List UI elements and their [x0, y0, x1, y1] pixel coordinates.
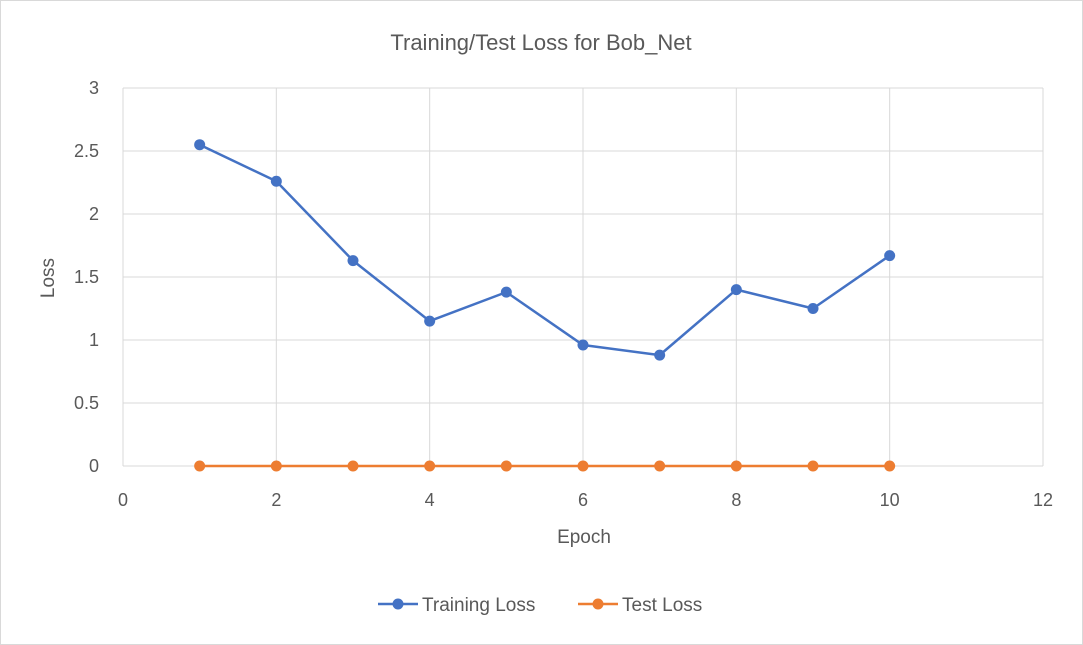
data-point [194, 139, 206, 151]
series-line [199, 143, 891, 357]
y-tick-label: 2.5 [74, 141, 99, 161]
data-point [500, 286, 512, 298]
data-point [577, 460, 589, 472]
legend: Training Loss Test Loss [378, 595, 702, 616]
data-point [807, 460, 819, 472]
data-point [577, 339, 589, 351]
data-point [270, 460, 282, 472]
data-point [347, 255, 359, 267]
legend-swatch-marker [392, 598, 404, 610]
data-point [730, 284, 742, 296]
data-point [424, 460, 436, 472]
legend-label: Test Loss [622, 595, 702, 616]
data-point [194, 460, 206, 472]
y-tick-label: 0.5 [74, 393, 99, 413]
y-axis-title: Loss [38, 258, 59, 298]
legend-swatch-marker [592, 598, 604, 610]
chart-title: Training/Test Loss for Bob_Net [390, 30, 691, 55]
series-layer [194, 139, 896, 472]
x-axis-title: Epoch [557, 527, 611, 548]
y-tick-label: 2 [89, 204, 99, 224]
series-training-loss [194, 139, 896, 361]
data-point [730, 460, 742, 472]
y-tick-label: 3 [89, 78, 99, 98]
y-tick-label: 0 [89, 456, 99, 476]
data-point [884, 250, 896, 262]
legend-label: Training Loss [422, 595, 535, 616]
x-tick-label: 2 [271, 490, 281, 510]
legend-item: Test Loss [578, 595, 702, 616]
data-point [347, 460, 359, 472]
x-tick-label: 10 [880, 490, 900, 510]
x-tick-label: 12 [1033, 490, 1053, 510]
legend-item: Training Loss [378, 595, 535, 616]
data-point [807, 303, 819, 314]
x-tick-label: 0 [118, 490, 128, 510]
data-point [270, 175, 282, 187]
series-test-loss [194, 460, 896, 472]
data-point [654, 460, 666, 472]
data-point [424, 315, 436, 327]
x-tick-label: 4 [425, 490, 435, 510]
x-tick-label: 8 [731, 490, 741, 510]
x-tick-label: 6 [578, 490, 588, 510]
data-point [884, 460, 896, 472]
y-tick-labels: 0 0.5 1 1.5 2 2.5 3 [74, 78, 99, 476]
grid-layer [122, 87, 1044, 467]
x-tick-labels: 0 2 4 6 8 10 12 [118, 490, 1053, 510]
data-point [500, 460, 512, 472]
y-tick-label: 1 [89, 330, 99, 350]
y-tick-label: 1.5 [74, 267, 99, 287]
data-point [654, 349, 666, 361]
